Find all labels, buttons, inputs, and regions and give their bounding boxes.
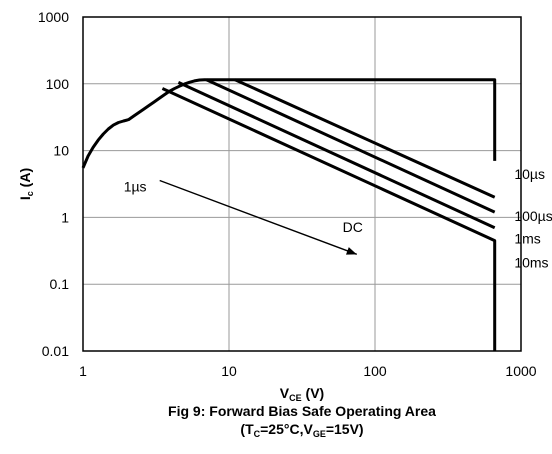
arrow-head	[345, 247, 357, 255]
y-tick-label: 0.01	[42, 343, 69, 359]
label-dc: DC	[343, 219, 363, 235]
curve-100us	[234, 78, 496, 199]
x-axis-label: VCE (V)	[280, 385, 324, 403]
arrow-shaft	[159, 179, 358, 255]
label-10ms: 10ms	[514, 255, 548, 271]
y-tick-label: 1000	[38, 9, 69, 25]
x-tick-label: 10	[221, 363, 237, 379]
x-tick-label: 100	[363, 363, 387, 379]
caption-title: Fig 9: Forward Bias Safe Operating Area	[168, 403, 436, 419]
label-100us: 100µs	[514, 208, 552, 224]
y-tick-label: 1	[61, 209, 69, 225]
annotations: 1µs DC 10µs 100µs 1ms 10ms	[124, 166, 552, 271]
x-tick-label: 1	[79, 363, 87, 379]
grid	[82, 16, 522, 352]
tick-labels: 1 10 100 1000 0.01 0.1 1 10 100 1000	[38, 9, 537, 379]
curves	[81, 78, 497, 351]
label-1ms: 1ms	[514, 231, 540, 247]
plot-frame	[82, 16, 522, 352]
curve-1ms	[205, 78, 496, 214]
x-tick-label: 1000	[505, 363, 536, 379]
y-tick-label: 10	[53, 143, 69, 159]
y-tick-label: 0.1	[50, 276, 70, 292]
curve-10us	[81, 78, 497, 169]
caption-conditions: (TC=25°C,VGE=15V)	[240, 421, 363, 439]
label-10us: 10µs	[514, 166, 545, 182]
y-tick-label: 100	[46, 76, 70, 92]
y-axis-label: Ic (A)	[17, 168, 35, 200]
curve-dc	[161, 87, 497, 351]
label-1us: 1µs	[124, 179, 147, 195]
curve-10ms	[177, 81, 496, 230]
